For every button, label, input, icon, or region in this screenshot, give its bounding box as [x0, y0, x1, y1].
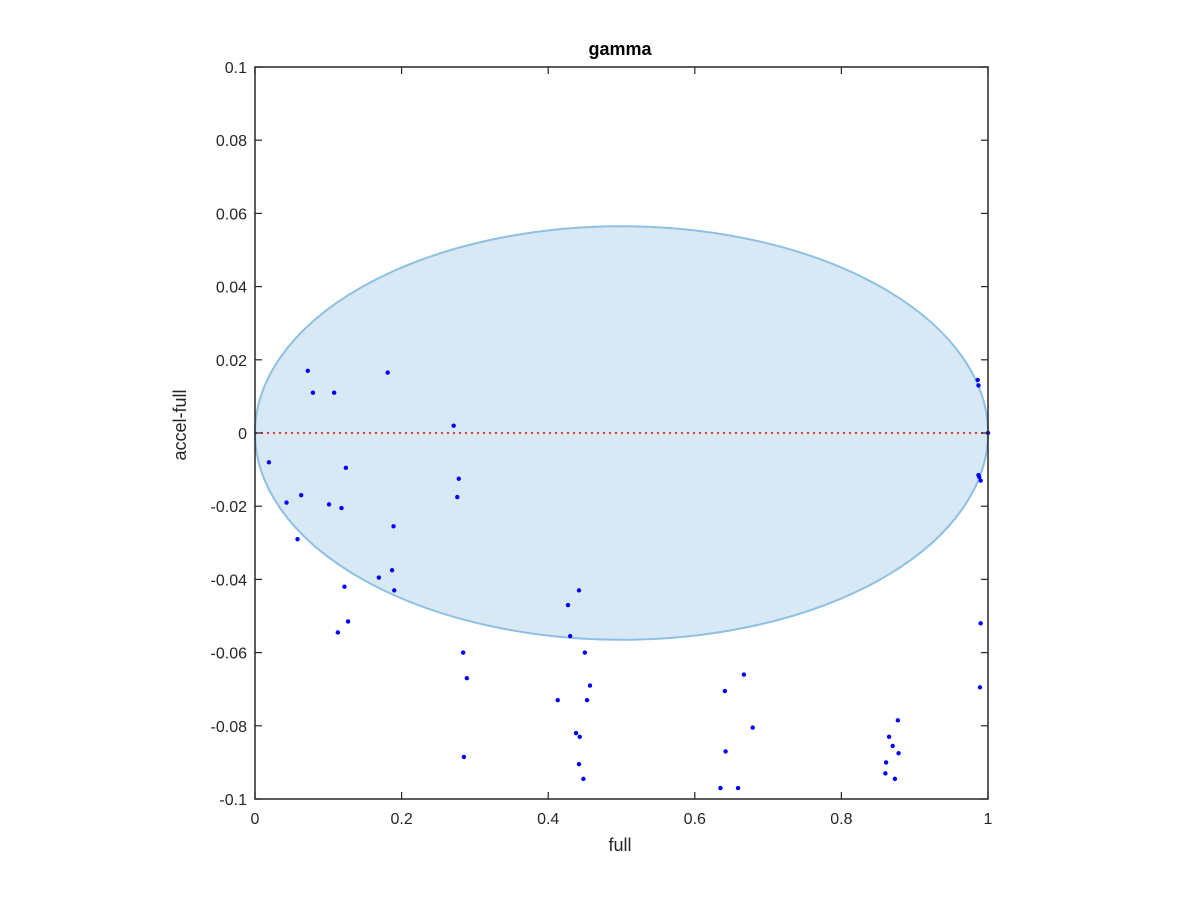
data-point	[385, 370, 390, 375]
data-point	[977, 474, 982, 480]
x-axis: 0 0.2 0.4 0.6 0.8 1	[251, 67, 993, 828]
data-point	[886, 734, 892, 739]
data-point	[723, 749, 728, 754]
data-point	[310, 390, 316, 395]
data-point	[391, 524, 396, 529]
y-tick-label: -0.06	[211, 646, 248, 663]
data-point	[284, 500, 289, 505]
data-point	[392, 588, 397, 593]
data-point	[890, 743, 895, 749]
data-point	[266, 460, 272, 465]
data-point	[573, 730, 579, 736]
data-point	[376, 575, 382, 580]
data-point	[741, 672, 747, 677]
data-point	[335, 630, 341, 635]
data-point	[718, 785, 723, 791]
data-point	[339, 505, 344, 511]
y-tick-label: -0.08	[211, 719, 248, 736]
data-point	[567, 633, 573, 639]
data-point	[343, 465, 349, 470]
data-point	[576, 588, 582, 593]
data-point	[461, 754, 467, 760]
y-tick-label: -0.1	[219, 792, 247, 809]
data-point	[978, 478, 983, 483]
data-point	[451, 423, 456, 428]
y-tick-label: 0.1	[225, 60, 247, 77]
data-point	[389, 568, 395, 573]
data-point	[305, 368, 310, 373]
data-point	[342, 584, 347, 589]
data-point	[975, 377, 980, 383]
y-tick-label: -0.04	[211, 572, 248, 589]
data-point	[735, 785, 741, 791]
data-point	[577, 734, 582, 739]
data-point	[883, 771, 888, 776]
data-point	[584, 697, 590, 703]
x-tick-label: 0.2	[390, 811, 412, 828]
y-tick-label: 0.02	[216, 353, 247, 370]
x-tick-label: 0	[251, 811, 260, 828]
data-point	[464, 676, 470, 681]
data-point	[883, 760, 889, 765]
data-point	[895, 718, 901, 723]
data-point	[977, 685, 983, 690]
data-point	[326, 502, 332, 507]
data-point	[555, 697, 560, 703]
y-tick-label: 0.04	[216, 280, 247, 297]
data-point	[455, 494, 460, 500]
data-point	[298, 493, 304, 498]
data-point	[565, 602, 571, 608]
x-axis-label: full	[608, 835, 631, 855]
x-tick-label: 0.6	[684, 811, 706, 828]
data-points	[266, 368, 991, 791]
data-point	[722, 688, 728, 694]
x-tick-label: 0.4	[537, 811, 559, 828]
y-tick-label: 0	[238, 426, 247, 443]
y-tick-label: -0.02	[211, 499, 248, 516]
data-point	[978, 621, 983, 626]
data-point	[976, 383, 981, 388]
y-tick-label: 0.08	[216, 133, 247, 150]
x-tick-label: 0.8	[830, 811, 852, 828]
data-point	[892, 776, 898, 782]
data-point	[345, 619, 351, 624]
data-point	[582, 650, 588, 655]
plot-area	[254, 67, 991, 799]
data-point	[587, 683, 593, 688]
y-tick-label: 0.06	[216, 206, 247, 223]
data-point	[456, 476, 461, 481]
data-point	[581, 776, 586, 782]
y-axis-label: accel-full	[170, 389, 190, 460]
x-tick-label: 1	[984, 811, 993, 828]
data-point	[750, 725, 755, 730]
data-point	[295, 536, 300, 542]
data-point	[576, 762, 582, 767]
chart-title: gamma	[588, 39, 652, 59]
data-point	[460, 650, 466, 655]
data-point	[331, 390, 337, 395]
y-axis: -0.1 -0.08 -0.06 -0.04 -0.02 0 0.02 0.04 0.06 0.0…	[211, 60, 988, 809]
data-point	[896, 751, 901, 756]
